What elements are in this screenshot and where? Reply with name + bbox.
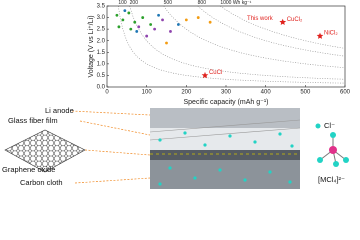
y-tick-label: 1.0 [97,61,106,67]
ion-label: Cl⁻ [324,121,335,130]
data-point [165,41,168,45]
x-tick-label: 200 [181,90,192,96]
data-point [123,9,127,13]
y-tick-label: 2.0 [97,38,106,44]
data-point [279,18,287,25]
data-point [161,18,164,22]
energy-curve [129,5,344,80]
data-point [121,18,125,22]
x-tick-label: 600 [340,90,351,96]
y-tick-label: 0.5 [97,73,106,79]
layer-label: Glass fiber film [8,116,58,125]
layer-label: Carbon cloth [20,178,63,187]
x-tick-label: 300 [221,90,232,96]
x-tick-label: 400 [261,90,272,96]
x-tick-label: 100 [142,90,153,96]
energy-label: 500 [164,0,173,6]
data-point [127,11,131,15]
x-tick-label: 500 [300,90,311,96]
y-axis-label: Voltage (V vs Li⁺/Li) [88,15,95,77]
y-tick-label: 3.0 [97,15,106,21]
point-label: CuCl₂ [287,17,303,23]
battery-illustration [4,108,349,189]
data-point [177,23,180,26]
data-point [145,34,149,38]
y-tick-label: 0.0 [97,85,106,91]
data-point [149,23,153,26]
energy-curve [163,5,345,68]
annotation: This work [247,16,274,22]
data-point [137,25,141,29]
data-point [169,30,172,33]
y-tick-label: 2.5 [97,27,106,33]
data-point [135,30,139,33]
point-label: NiCl₂ [324,31,338,37]
layer-label: Li anode [45,106,74,115]
x-tick-label: 0 [105,90,109,96]
layer-label: Graphene oxide [2,165,55,174]
data-point [208,20,212,24]
data-point [115,13,119,17]
data-point [157,13,160,17]
x-axis-label: Specific capacity (mAh g⁻¹) [184,99,269,106]
energy-label: 200 [130,0,139,6]
data-point [153,27,157,31]
energy-curve [220,5,345,49]
figure: 100 200 500 800 1000 Wh kg⁻¹0.00.51.01.52.02… [2,0,351,189]
data-point [129,27,133,31]
data-point [117,25,121,29]
complex-label: [MCl₄]²⁻ [318,175,345,184]
energy-label: 800 [198,0,207,6]
data-point [184,18,188,22]
energy-label: 100 [118,0,127,6]
data-point [141,16,145,19]
data-point [201,71,209,79]
y-tick-label: 3.5 [97,4,106,10]
data-point [316,32,324,39]
y-tick-label: 1.5 [97,50,106,56]
point-label: CuCl [209,70,222,76]
energy-label: 1000 Wh kg⁻¹ [220,0,251,6]
data-point [133,20,137,24]
energy-curve [197,5,344,57]
energy-curve [118,5,344,84]
data-point [196,16,200,19]
